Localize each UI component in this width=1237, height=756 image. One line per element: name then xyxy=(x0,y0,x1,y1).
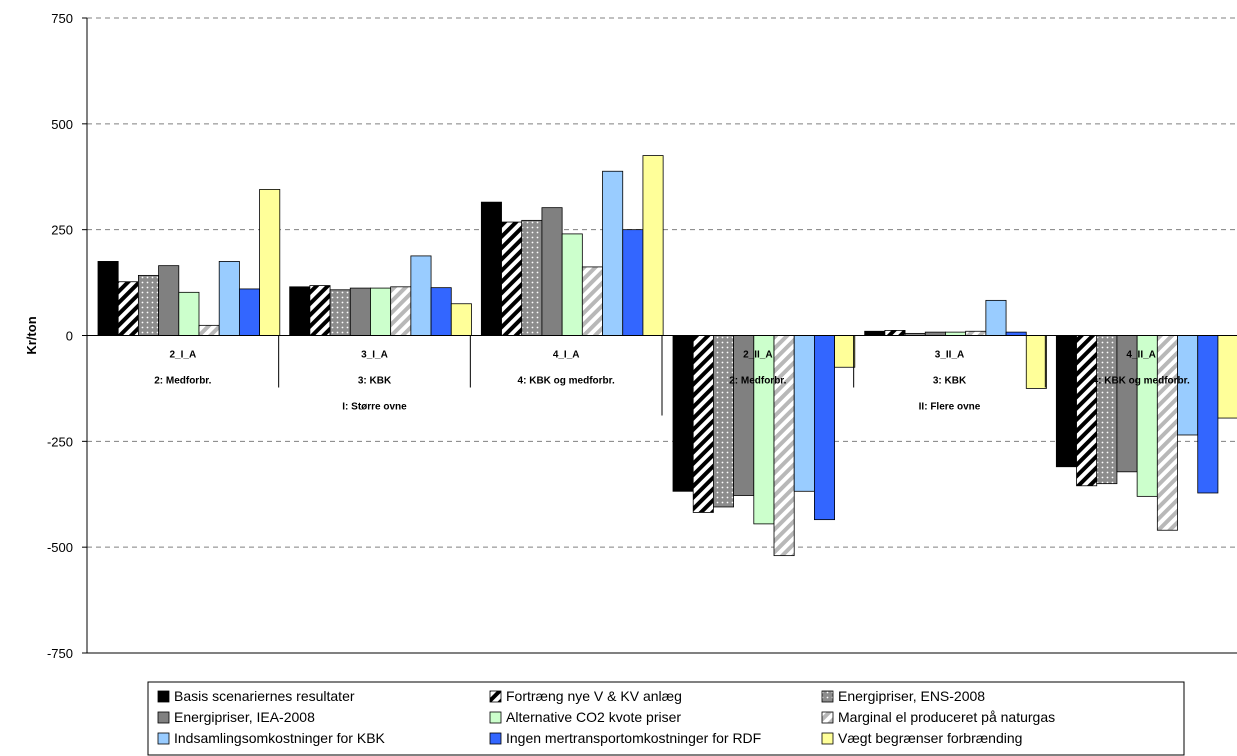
bar xyxy=(793,335,815,492)
bar xyxy=(622,229,644,336)
bar xyxy=(259,189,281,336)
y-tick-label: -750 xyxy=(47,646,73,661)
bar xyxy=(672,335,694,492)
bar xyxy=(1096,335,1118,485)
bar xyxy=(834,335,856,368)
bar xyxy=(501,221,523,336)
legend-label: Vægt begrænser forbrænding xyxy=(838,730,1022,746)
category-group-label: 3: KBK xyxy=(933,376,967,387)
bar xyxy=(1025,335,1047,389)
bar xyxy=(158,265,180,336)
legend-label: Indsamlingsomkostninger for KBK xyxy=(174,730,386,746)
super-group-label: I: Større ovne xyxy=(342,402,407,413)
bar xyxy=(945,331,967,336)
category-label: 3_II_A xyxy=(935,350,964,361)
bar xyxy=(97,261,119,336)
bar xyxy=(480,201,502,336)
category-label: 3_I_A xyxy=(361,350,388,361)
bar xyxy=(1005,331,1027,336)
bar xyxy=(289,286,311,336)
category-group-label: 2: Medforbr. xyxy=(729,376,786,387)
super-group-label: II: Flere ovne xyxy=(919,402,981,413)
bar xyxy=(924,331,946,336)
bar xyxy=(864,330,886,336)
bar xyxy=(430,287,452,336)
legend-swatch xyxy=(157,732,170,745)
bar xyxy=(309,285,331,336)
category-label: 2_I_A xyxy=(169,350,196,361)
bar xyxy=(773,335,795,557)
bar xyxy=(1197,335,1219,494)
y-tick-label: 750 xyxy=(51,11,73,26)
bar xyxy=(965,330,987,336)
bar xyxy=(985,299,1007,336)
bar xyxy=(329,289,351,336)
bar xyxy=(137,274,159,336)
y-tick-label: 500 xyxy=(51,117,73,132)
bar xyxy=(602,170,624,336)
bar xyxy=(450,303,472,336)
legend-swatch xyxy=(489,711,502,724)
bar xyxy=(178,291,200,336)
category-label: 4_I_A xyxy=(553,350,580,361)
legend-box xyxy=(147,681,1185,756)
category-label: 4_II_A xyxy=(1126,350,1155,361)
bar xyxy=(1076,335,1098,487)
category-label: 2_II_A xyxy=(743,350,772,361)
legend-swatch xyxy=(489,690,502,703)
bar xyxy=(1055,335,1077,468)
legend-swatch xyxy=(821,690,834,703)
bar xyxy=(753,335,775,525)
bar xyxy=(238,288,260,336)
legend-swatch xyxy=(157,690,170,703)
legend-label: Basis scenariernes resultater xyxy=(174,688,355,704)
bar xyxy=(410,255,432,336)
bar xyxy=(713,335,735,508)
bar xyxy=(581,266,603,336)
legend-label: Alternative CO2 kvote priser xyxy=(506,709,681,725)
legend-swatch xyxy=(821,732,834,745)
bar xyxy=(541,207,563,336)
bar xyxy=(370,287,392,336)
legend-swatch xyxy=(157,711,170,724)
legend-label: Ingen mertransportomkostninger for RDF xyxy=(506,730,761,746)
category-group-label: 2: Medforbr. xyxy=(154,376,211,387)
bar xyxy=(1156,335,1178,531)
bar xyxy=(1217,335,1237,419)
legend-label: Fortræng nye V & KV anlæg xyxy=(506,688,682,704)
y-tick-label: -500 xyxy=(47,540,73,555)
bar xyxy=(218,261,240,336)
bar xyxy=(117,281,139,336)
bar xyxy=(349,287,371,336)
legend-label: Energipriser, ENS-2008 xyxy=(838,688,985,704)
legend-label: Energipriser, IEA-2008 xyxy=(174,709,315,725)
bar xyxy=(692,335,714,513)
y-axis-title: Kr/ton xyxy=(24,316,39,354)
bar xyxy=(521,219,543,336)
bar xyxy=(884,330,906,336)
y-tick-label: 0 xyxy=(66,329,73,344)
bar xyxy=(814,335,836,521)
bar xyxy=(642,155,664,336)
legend-label: Marginal el produceret på naturgas xyxy=(838,709,1055,725)
legend-swatch xyxy=(821,711,834,724)
category-group-label: 3: KBK xyxy=(358,376,392,387)
legend-swatch xyxy=(489,732,502,745)
bar xyxy=(390,286,412,336)
category-group-label: 4: KBK og medforbr. xyxy=(1093,376,1190,387)
y-tick-label: 250 xyxy=(51,223,73,238)
bar xyxy=(198,324,220,336)
y-tick-label: -250 xyxy=(47,434,73,449)
category-group-label: 4: KBK og medforbr. xyxy=(518,376,615,387)
bar xyxy=(561,233,583,336)
